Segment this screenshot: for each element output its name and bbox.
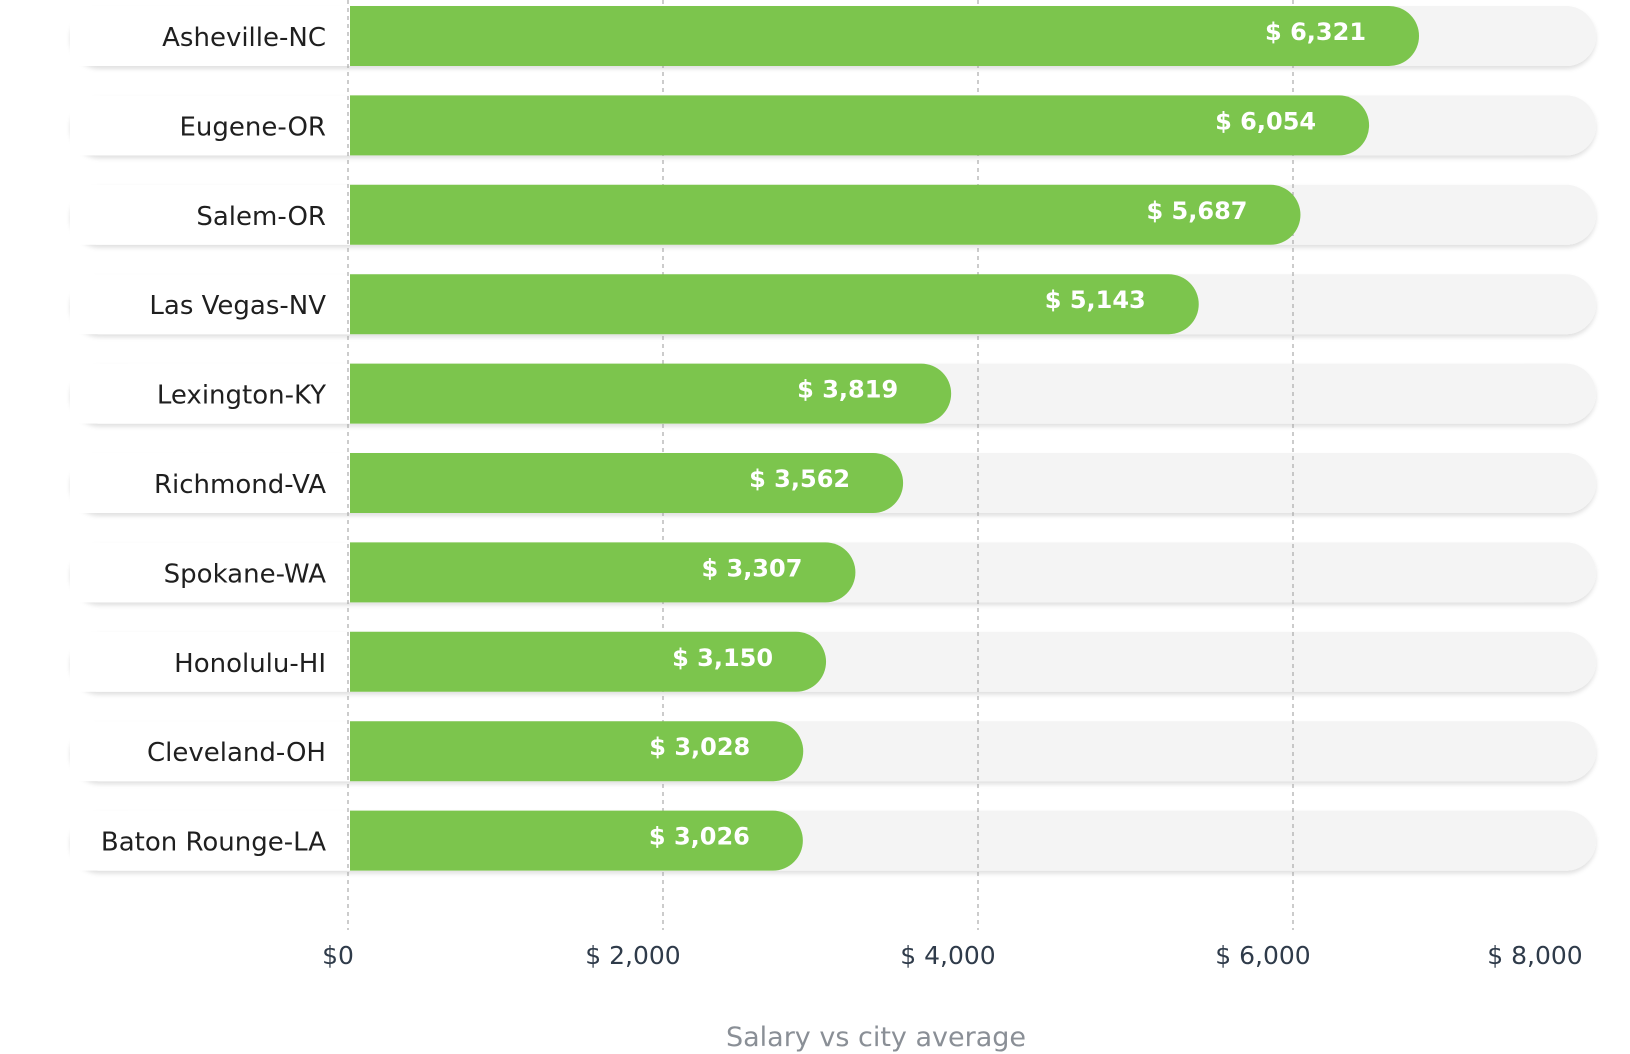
category-label-box xyxy=(70,6,350,66)
category-label: Asheville-NC xyxy=(162,23,326,53)
category-label: Salem-OR xyxy=(196,202,326,232)
category-label: Lexington-KY xyxy=(157,381,326,411)
category-label-box xyxy=(70,453,350,513)
category-label: Honolulu-HI xyxy=(174,649,326,679)
category-label-box xyxy=(70,274,350,335)
category-label-box xyxy=(70,721,350,782)
bar-value-label: $ 5,143 xyxy=(1045,286,1146,314)
x-tick-label: $ 4,000 xyxy=(900,941,995,970)
bar-value-label: $ 3,307 xyxy=(701,554,802,582)
bar xyxy=(350,542,856,603)
category-label-box xyxy=(70,631,350,692)
bar xyxy=(350,810,803,871)
bar-value-label: $ 3,026 xyxy=(649,823,750,851)
bar xyxy=(350,274,1199,335)
bar-value-label: $ 3,819 xyxy=(797,376,898,404)
x-tick-label: $ 6,000 xyxy=(1215,941,1310,970)
bar xyxy=(350,95,1370,156)
category-label: Cleveland-OH xyxy=(147,738,326,768)
x-tick-label: $ 2,000 xyxy=(585,941,680,970)
category-label: Baton Rounge-LA xyxy=(101,828,326,858)
bar-row: Honolulu-HI xyxy=(70,631,1596,692)
bar-value-label: $ 6,054 xyxy=(1215,107,1316,135)
bar xyxy=(350,721,804,782)
category-label-box xyxy=(70,363,350,424)
bar xyxy=(350,6,1420,66)
category-label-box xyxy=(70,542,350,603)
bar xyxy=(350,453,904,513)
category-label-box xyxy=(70,184,350,245)
category-label-box xyxy=(70,810,350,871)
x-axis-title: Salary vs city average xyxy=(726,1022,1026,1053)
bar-value-label: $ 6,321 xyxy=(1265,18,1366,46)
category-label: Las Vegas-NV xyxy=(149,291,326,321)
bar-row: Baton Rounge-LA xyxy=(70,810,1596,871)
x-tick-label: $ 8,000 xyxy=(1487,941,1582,970)
x-tick-label: $0 xyxy=(322,941,354,970)
bar-row: Cleveland-OH xyxy=(70,721,1596,782)
category-label-box xyxy=(70,95,350,156)
bar-value-label: $ 3,562 xyxy=(749,465,850,493)
bar-value-label: $ 5,687 xyxy=(1147,197,1248,225)
bar xyxy=(350,184,1301,245)
bar-value-label: $ 3,028 xyxy=(649,733,750,761)
category-label: Spokane-WA xyxy=(164,559,327,589)
category-label: Richmond-VA xyxy=(154,470,326,500)
category-label: Eugene-OR xyxy=(179,112,326,142)
bar xyxy=(350,363,952,424)
bar xyxy=(350,631,827,692)
bar-value-label: $ 3,150 xyxy=(672,644,773,672)
